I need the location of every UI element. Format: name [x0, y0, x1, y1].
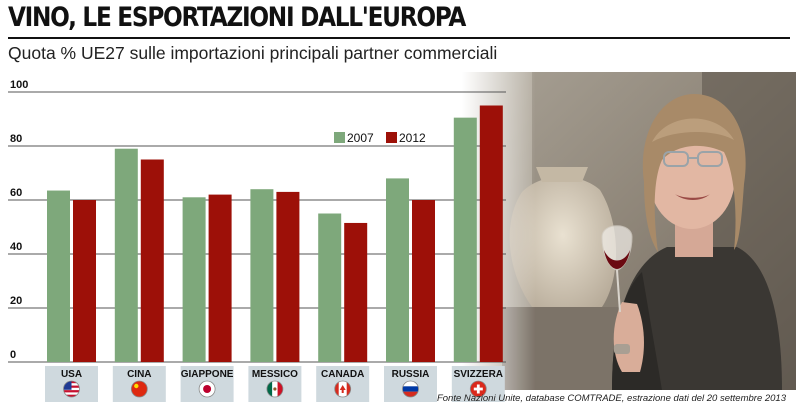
source-note: Fonte Nazioni Unite, database COMTRADE, …: [436, 393, 786, 404]
category-label: USA: [61, 369, 82, 380]
bar-2012-svizzera: [479, 105, 503, 362]
chart-categories: USA CINA GIAPPONE MESSICO CANADA RUSSIA SVIZZE…: [45, 366, 505, 402]
legend-swatch-2007: [334, 132, 345, 143]
bar-2012-cina: [140, 159, 164, 362]
legend-label-2007: 2007: [347, 131, 374, 145]
mexico-flag-icon: [266, 380, 284, 398]
category-label: CANADA: [321, 369, 364, 380]
bar-2007-usa: [47, 190, 70, 362]
category-label: MESSICO: [252, 369, 298, 380]
bar-2007-russia: [386, 178, 409, 362]
bar-2012-usa: [73, 200, 96, 362]
canada-flag-icon: [334, 380, 352, 398]
category-label: GIAPPONE: [181, 369, 234, 380]
bar-2012-messico: [276, 191, 300, 362]
switzerland-flag-icon: [469, 380, 487, 398]
bar-2007-svizzera: [453, 117, 477, 363]
y-tick-label: 40: [10, 241, 22, 253]
usa-flag-icon: [63, 380, 80, 398]
y-tick-label: 100: [10, 79, 28, 91]
japan-flag-icon: [198, 380, 216, 398]
y-tick-label: 20: [10, 295, 22, 307]
chart-bars: [47, 105, 503, 363]
chart-legend: 2007 2012: [334, 131, 426, 145]
russia-flag-icon: [402, 380, 419, 398]
category-label: RUSSIA: [392, 369, 430, 380]
photo-woman-with-wine: [462, 72, 796, 390]
y-tick-label: 0: [10, 349, 16, 361]
category-label: SVIZZERA: [454, 369, 503, 380]
bar-2007-giappone: [182, 197, 206, 362]
bar-2012-canada: [344, 222, 368, 362]
china-flag-icon: [130, 380, 148, 398]
title-rule: [8, 37, 790, 39]
legend-label-2012: 2012: [399, 131, 426, 145]
chart-title: VINO, LE ESPORTAZIONI DALL'EUROPA: [8, 2, 466, 33]
chart-subtitle: Quota % UE27 sulle importazioni principa…: [8, 43, 498, 63]
bar-2012-giappone: [208, 194, 232, 362]
bar-2007-cina: [114, 148, 138, 362]
legend-swatch-2012: [386, 132, 397, 143]
y-tick-label: 80: [10, 133, 22, 145]
bar-2007-messico: [250, 189, 274, 362]
y-tick-label: 60: [10, 187, 22, 199]
bar-2007-canada: [318, 213, 342, 362]
bar-2012-russia: [412, 200, 435, 362]
category-label: CINA: [127, 369, 151, 380]
